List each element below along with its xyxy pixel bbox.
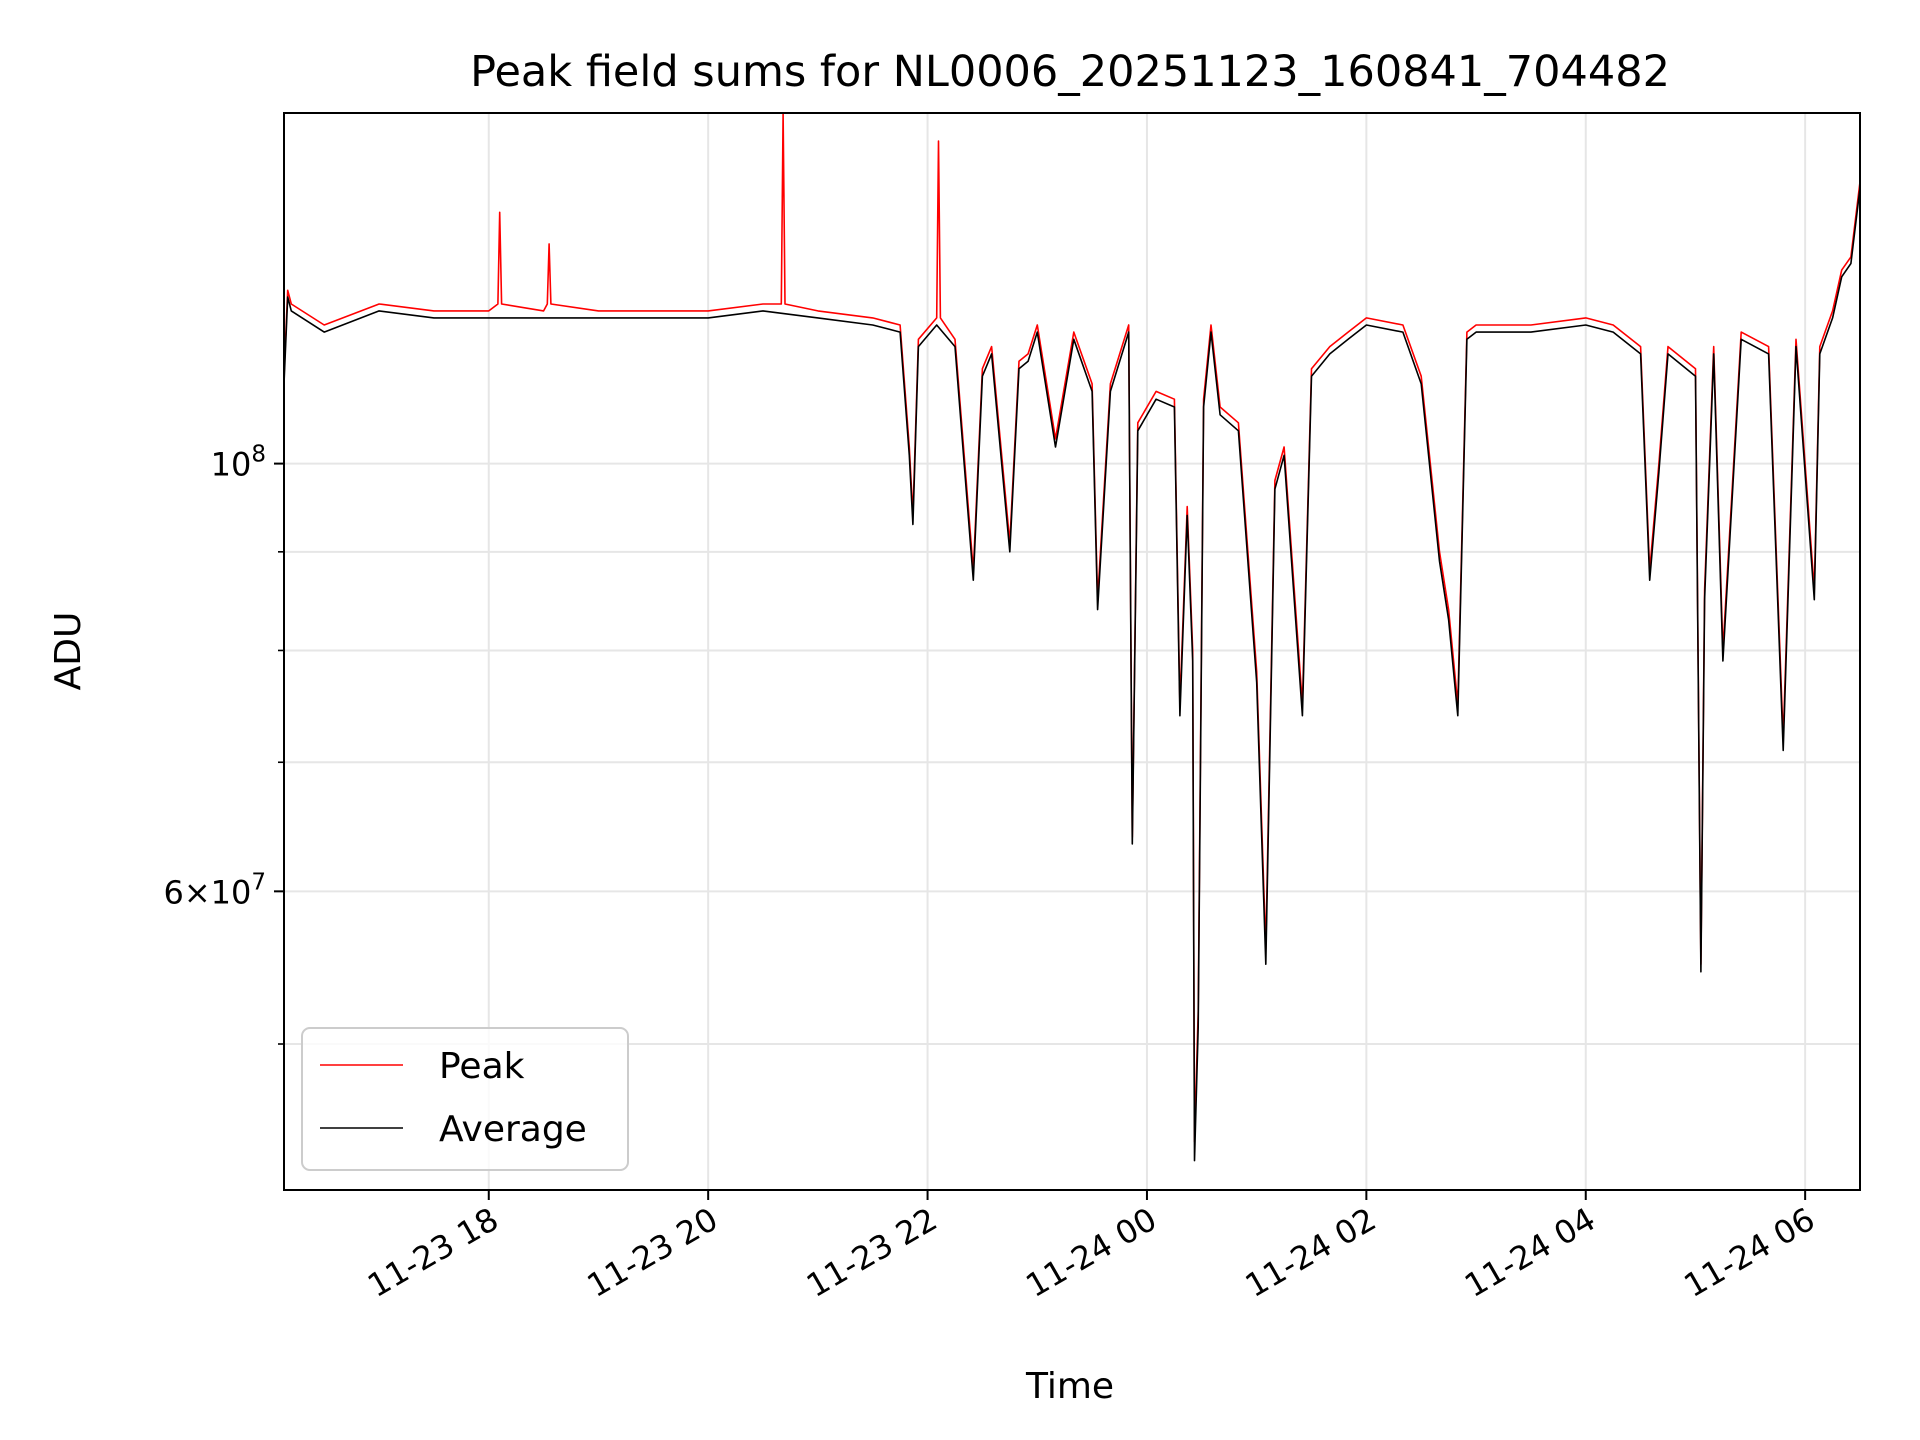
y-axis-ticks: 6×107 108 xyxy=(163,442,284,1045)
y-axis-label: ADU xyxy=(48,612,89,691)
series-line-average xyxy=(284,187,1860,1162)
plot-frame xyxy=(283,112,1861,1191)
legend-frame xyxy=(301,1027,629,1171)
x-axis-label: Time xyxy=(1025,1366,1114,1407)
legend-label-average: Average xyxy=(439,1109,587,1150)
legend: Peak Average xyxy=(301,1027,629,1171)
grid-lines xyxy=(284,113,1860,1190)
chart-title: Peak field sums for NL0006_20251123_1608… xyxy=(470,47,1670,97)
y-tick-label: 6×107 xyxy=(163,869,266,911)
legend-label-peak: Peak xyxy=(439,1046,525,1087)
series-layer xyxy=(284,113,1860,1162)
y-tick-label: 108 xyxy=(211,442,266,484)
